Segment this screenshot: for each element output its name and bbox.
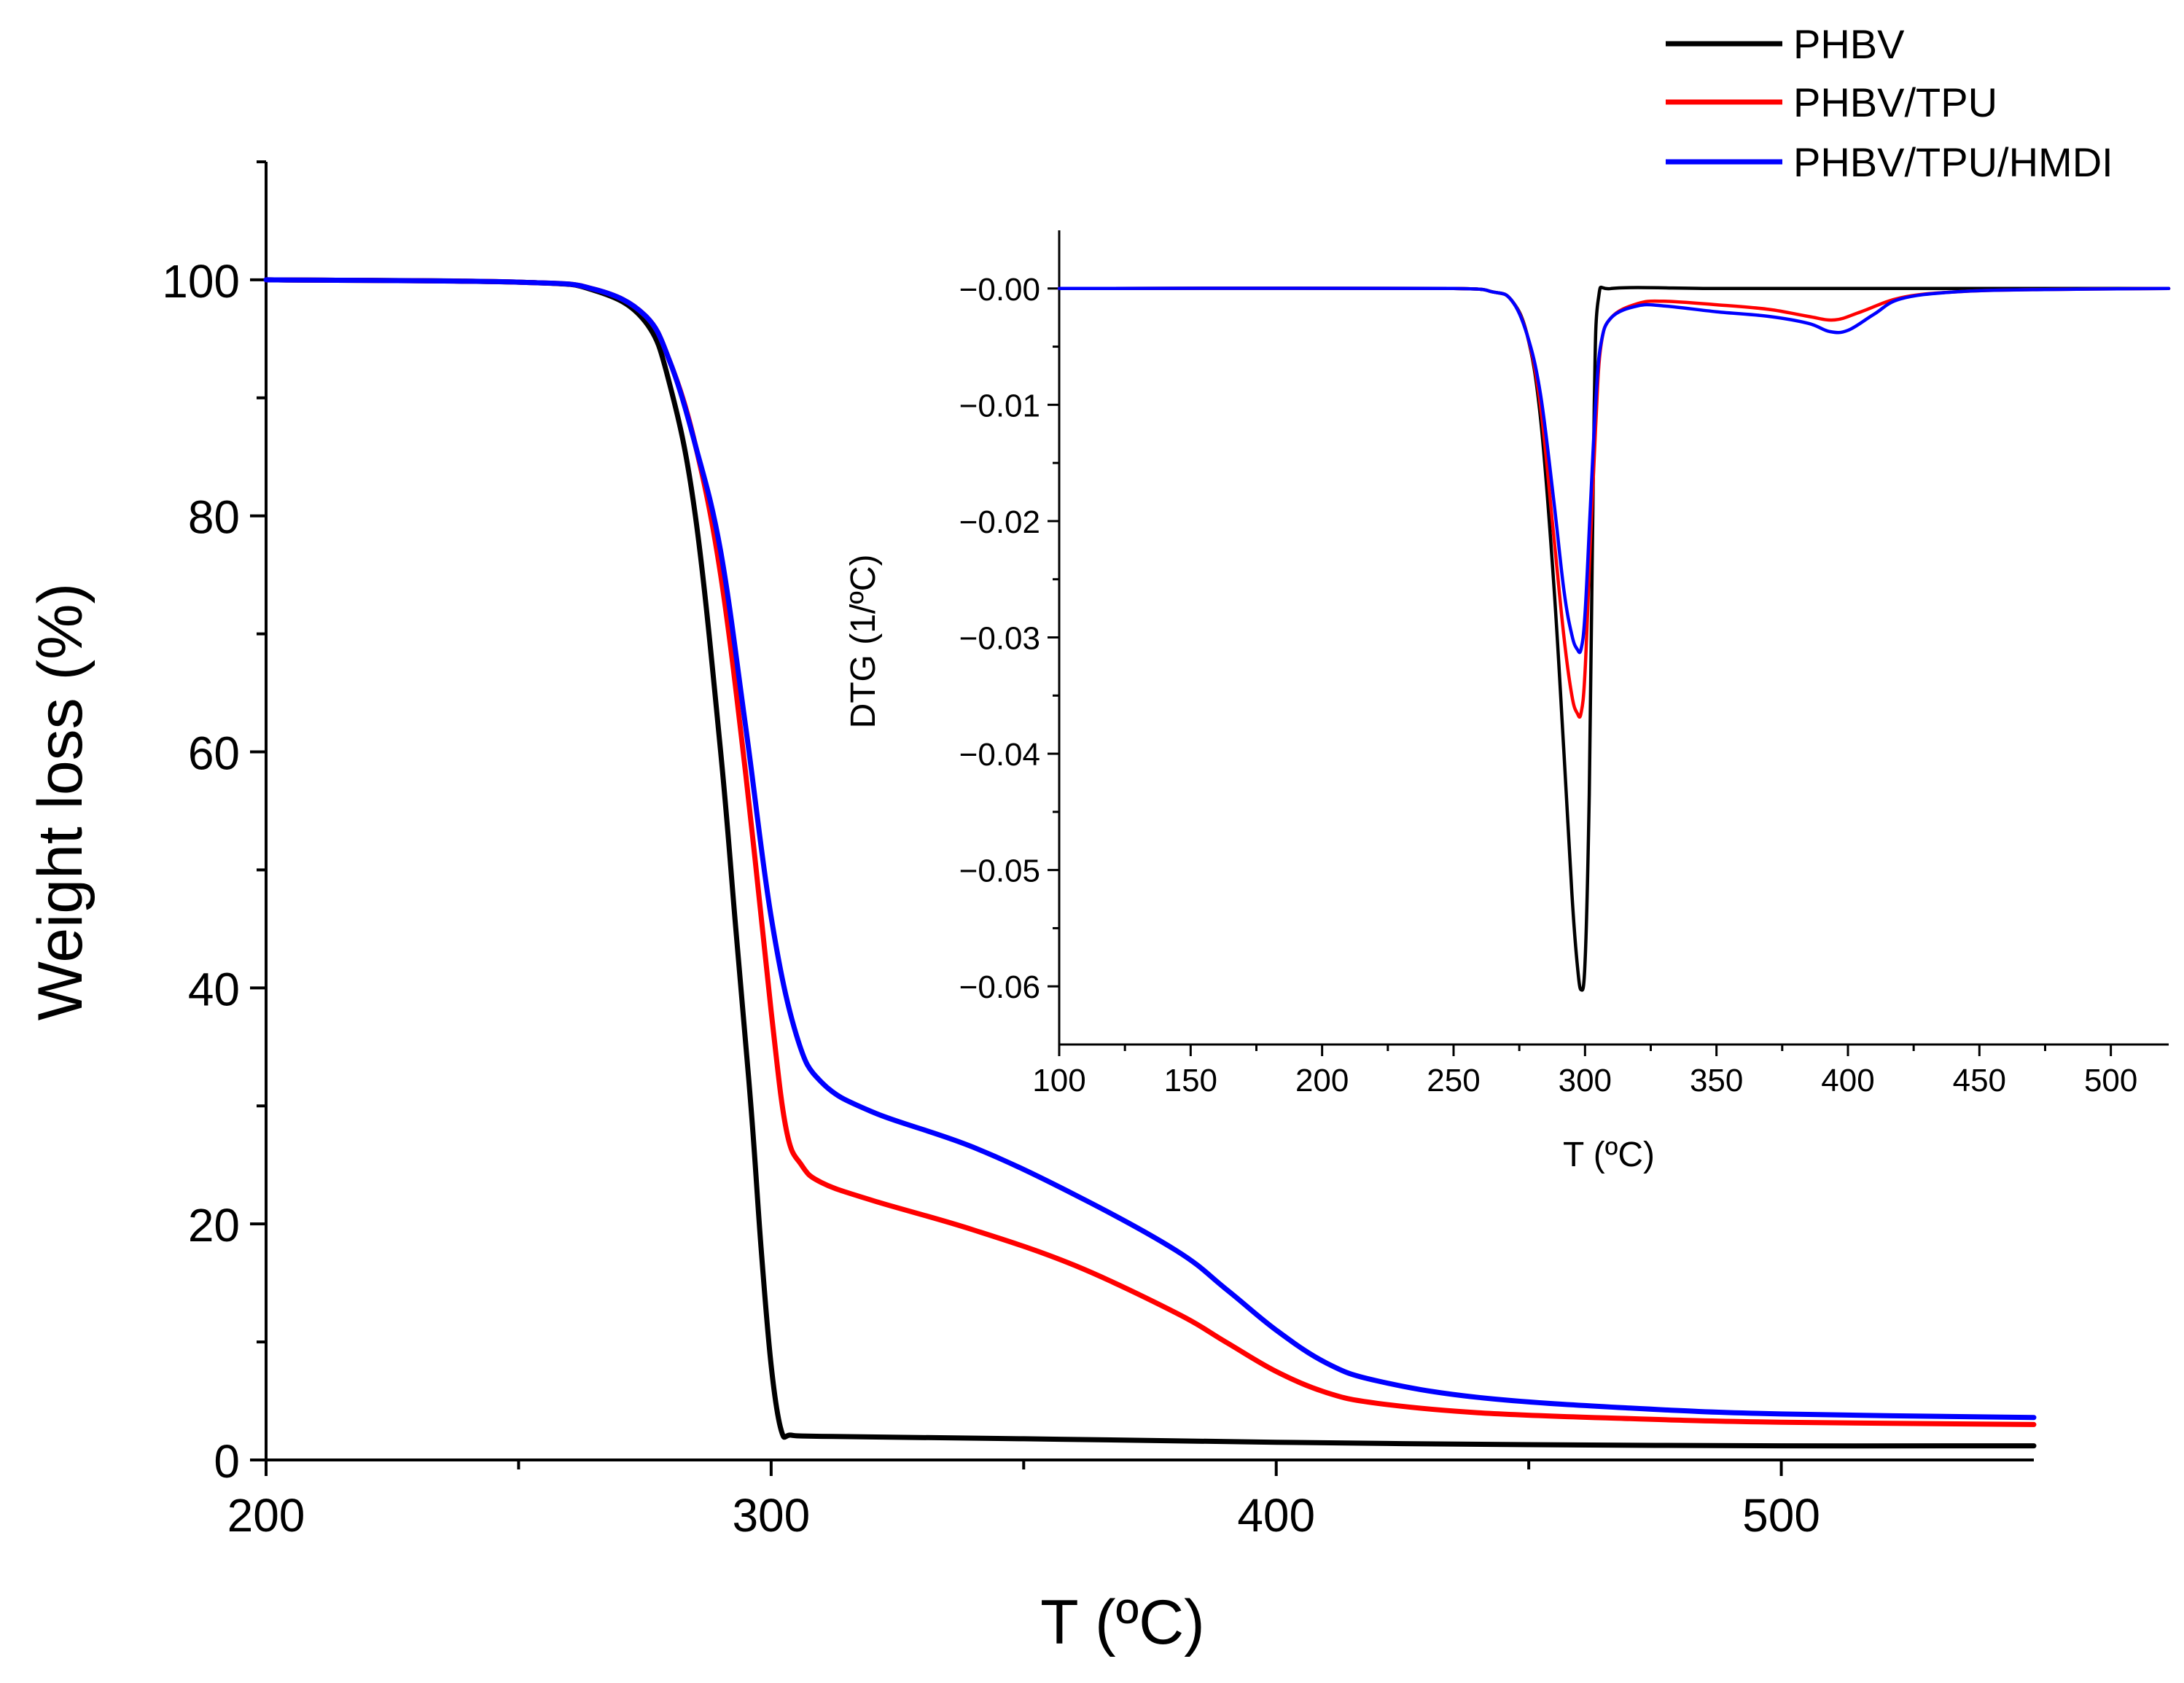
main-x-tick-label: 400: [1237, 1489, 1315, 1542]
main-x-axis-label: T (ºC): [1040, 1588, 1205, 1657]
inset-x-ticks: 100 150 200 250 300 350 400 450 500: [1032, 1044, 2137, 1098]
inset-y-ticks: −0.00 −0.01 −0.02 −0.03 −0.04 −0.05 −0.06: [959, 272, 1059, 1005]
main-y-tick-label: 40: [188, 963, 240, 1015]
main-y-tick-label: 60: [188, 727, 240, 780]
inset-y-tick-label: −0.02: [959, 504, 1040, 540]
main-x-tick-label: 500: [1742, 1489, 1820, 1542]
inset-y-axis-label: DTG (1/ºC): [844, 555, 883, 729]
legend: PHBV PHBV/TPU PHBV/TPU/HMDI: [1666, 21, 2113, 185]
inset-axes: [1058, 230, 2169, 1046]
inset-series-phbv-tpu: [1057, 286, 2171, 719]
inset-y-tick-label: −0.03: [959, 621, 1040, 657]
inset-x-tick-label: 250: [1427, 1063, 1480, 1098]
main-y-tick-label: 80: [188, 491, 240, 544]
inset-x-axis-label: T (ºC): [1563, 1136, 1655, 1174]
inset-x-tick-label: 150: [1164, 1063, 1217, 1098]
main-x-ticks: 200 300 400 500: [227, 1460, 1820, 1542]
inset-series-phbv: [1057, 285, 2171, 992]
main-y-tick-label: 0: [214, 1435, 240, 1488]
inset-y-tick-label: −0.06: [959, 969, 1040, 1005]
main-y-tick-label: 20: [188, 1199, 240, 1251]
inset-y-tick-label: −0.05: [959, 854, 1040, 889]
inset-x-tick-label: 350: [1690, 1063, 1743, 1098]
main-y-tick-label: 100: [162, 255, 240, 308]
main-x-tick-label: 200: [227, 1489, 305, 1542]
inset-chart: 100 150 200 250 300 350 400 450 500 −0.00−0.01−0…: [844, 230, 2171, 1174]
inset-x-tick-label: 500: [2084, 1063, 2137, 1098]
main-x-tick-label: 300: [732, 1489, 810, 1542]
main-series-phbv-tpu-hmdi: [263, 277, 2037, 1421]
legend-label-phbv-tpu-hmdi: PHBV/TPU/HMDI: [1793, 139, 2113, 185]
main-y-ticks: 0 20 40 60 80 100: [162, 160, 266, 1488]
main-series-phbv: [263, 277, 2037, 1449]
main-chart: 200 300 400 500 0 20 40 60 80 100 T (ºC) Weight …: [26, 160, 2037, 1657]
inset-x-tick-label: 200: [1295, 1063, 1349, 1098]
inset-y-tick-label: −0.00: [959, 272, 1040, 308]
main-series: [263, 277, 2037, 1449]
legend-label-phbv: PHBV: [1793, 21, 1905, 67]
inset-y-tick-label: −0.01: [959, 388, 1040, 423]
main-series-phbv-tpu: [263, 277, 2037, 1427]
inset-x-tick-label: 100: [1032, 1063, 1085, 1098]
inset-series-phbv-tpu-hmdi: [1057, 286, 2171, 655]
main-y-axis-label: Weight loss (%): [26, 583, 95, 1021]
inset-x-tick-label: 300: [1559, 1063, 1612, 1098]
inset-y-tick-label: −0.04: [959, 737, 1040, 773]
inset-x-tick-label: 400: [1821, 1063, 1874, 1098]
inset-series: [1057, 285, 2171, 992]
inset-x-tick-label: 450: [1953, 1063, 2006, 1098]
legend-label-phbv-tpu: PHBV/TPU: [1793, 79, 1997, 125]
main-axes: [265, 162, 2034, 1461]
